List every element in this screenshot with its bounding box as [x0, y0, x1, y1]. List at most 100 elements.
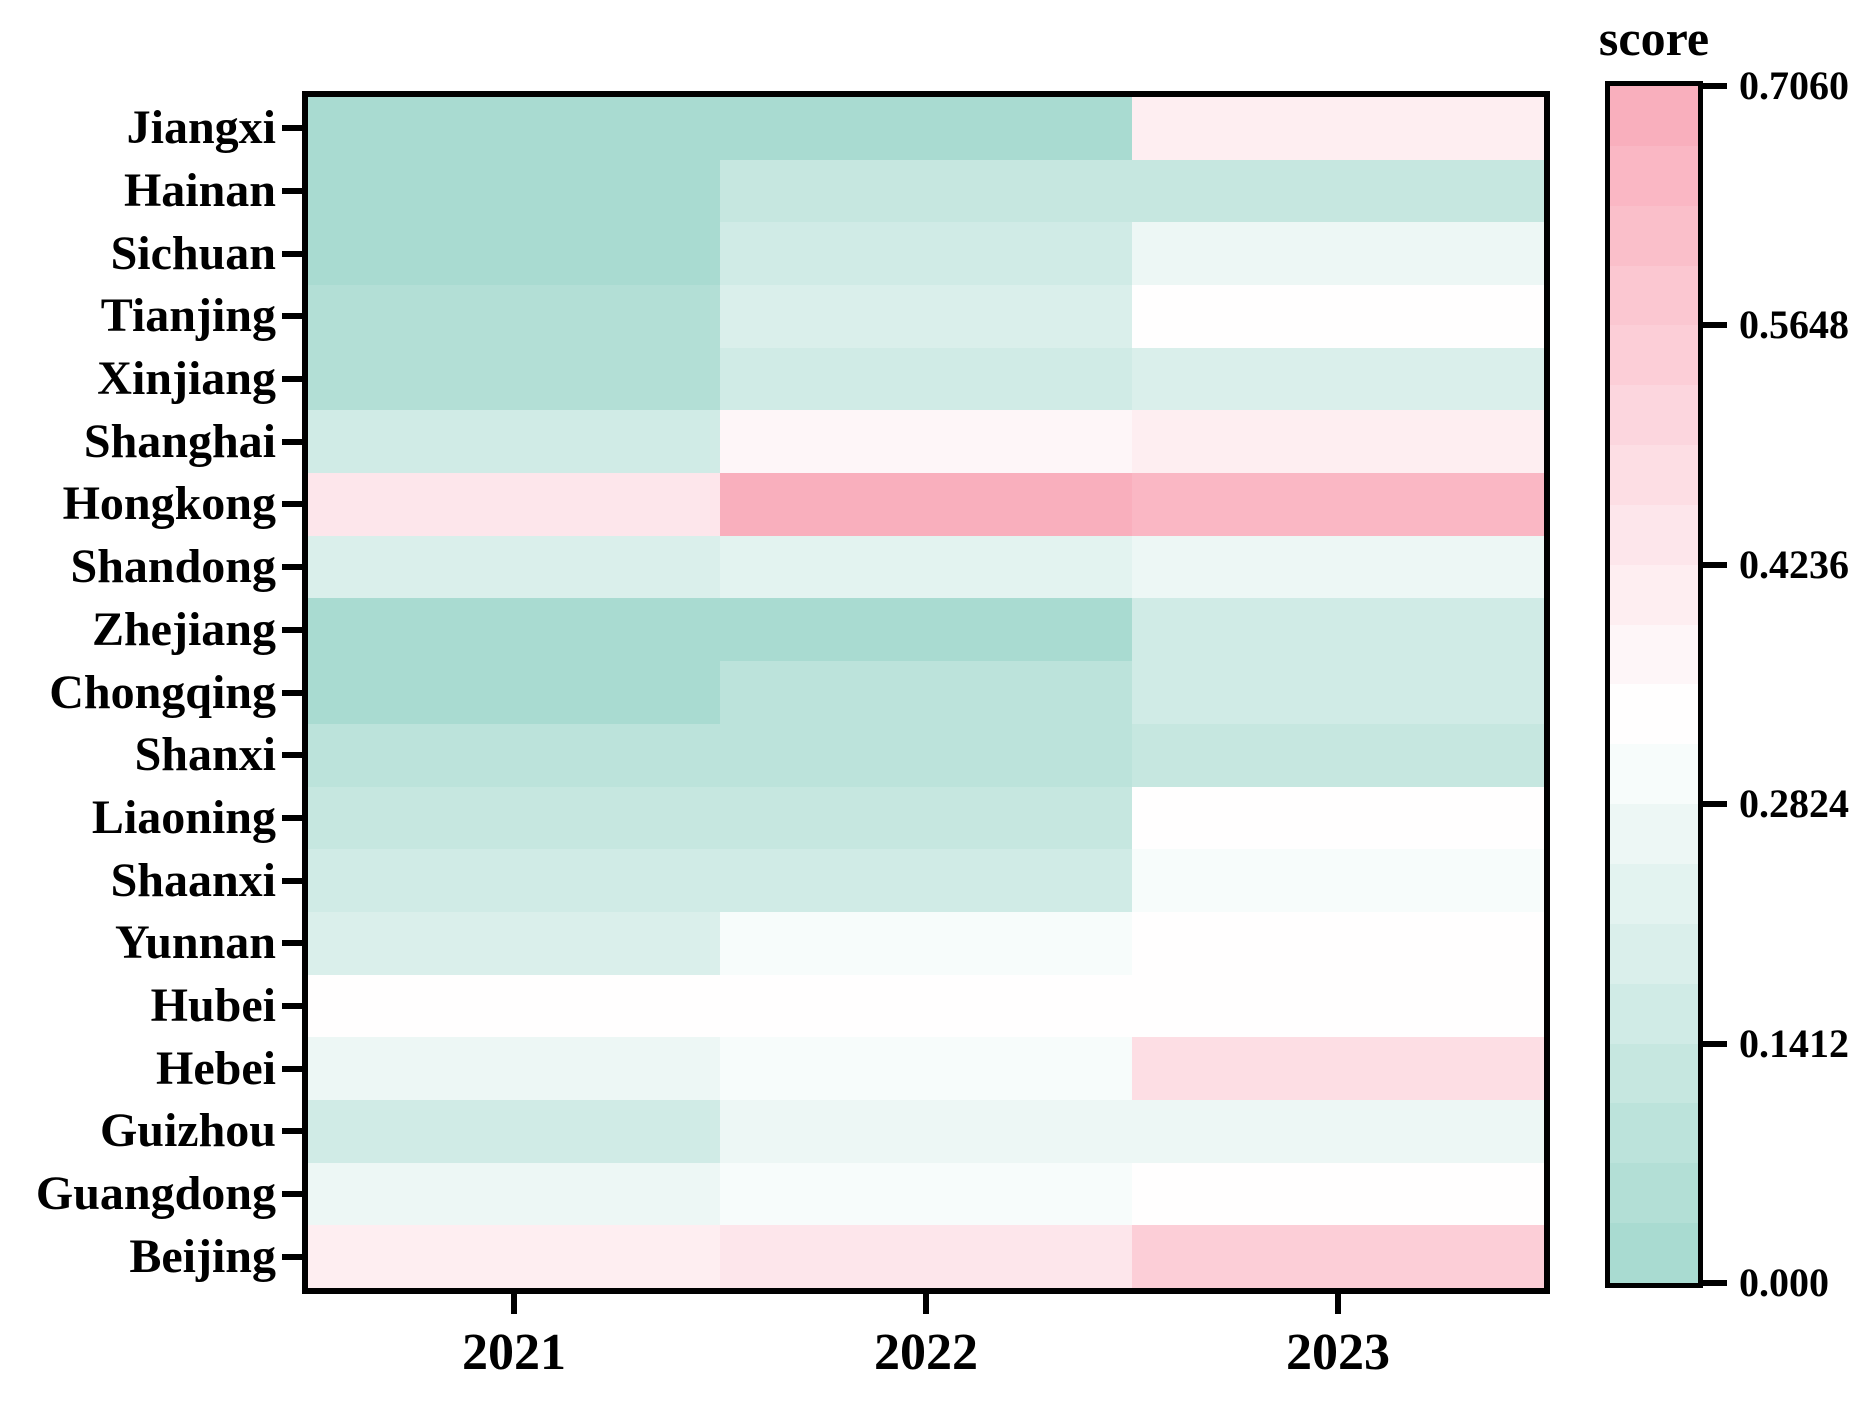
heatmap-cell — [1132, 473, 1544, 536]
heatmap-cell — [308, 473, 720, 536]
heatmap-cell — [308, 786, 720, 850]
heatmap-cell — [1132, 159, 1544, 223]
y-axis-label: Zhejiang — [91, 602, 276, 656]
y-axis-tick — [282, 689, 302, 696]
colorbar-segment — [1610, 863, 1698, 924]
y-axis-tick — [282, 940, 302, 947]
heatmap-cell — [720, 473, 1132, 536]
heatmap-cell — [720, 159, 1132, 223]
colorbar-tick-label: 0.7060 — [1739, 63, 1849, 108]
y-axis-label: Hebei — [156, 1041, 276, 1095]
y-axis-label: Chongqing — [49, 665, 276, 719]
heatmap-cell — [308, 974, 720, 1038]
colorbar-tick-label: 0.2824 — [1739, 781, 1849, 827]
colorbar-segment — [1610, 744, 1698, 805]
y-axis-tick — [282, 626, 302, 633]
colorbar-segment — [1610, 145, 1698, 206]
heatmap-cell — [720, 285, 1132, 348]
y-axis-tick — [282, 438, 302, 445]
colorbar-tick-label: 0.1412 — [1739, 1020, 1849, 1066]
heatmap-cell — [308, 1099, 720, 1163]
y-axis-label: Sichuan — [110, 226, 276, 280]
colorbar-segment — [1610, 504, 1698, 565]
colorbar-tick — [1703, 322, 1727, 329]
y-axis-tick — [282, 564, 302, 571]
colorbar-segment — [1610, 564, 1698, 625]
y-axis-label: Guangdong — [35, 1166, 276, 1220]
y-axis-tick — [282, 1065, 302, 1072]
colorbar-tick — [1703, 1280, 1727, 1286]
heatmap-cell — [720, 849, 1132, 912]
heatmap-cell — [1132, 1037, 1544, 1100]
heatmap-cell — [308, 849, 720, 912]
colorbar-segment — [1610, 325, 1698, 386]
heatmap-cell — [308, 911, 720, 975]
heatmap-cell — [720, 786, 1132, 850]
heatmap-cell — [308, 159, 720, 223]
y-axis-tick — [282, 814, 302, 821]
heatmap-cell — [1132, 1099, 1544, 1163]
y-axis-tick — [282, 376, 302, 383]
heatmap-cell — [308, 285, 720, 348]
heatmap-cell — [1132, 911, 1544, 975]
heatmap-cell — [720, 1225, 1132, 1288]
heatmap-cell — [720, 911, 1132, 975]
heatmap-cell — [1132, 723, 1544, 787]
y-axis-tick — [282, 752, 302, 759]
colorbar-segment — [1610, 804, 1698, 864]
heatmap-cell — [1132, 535, 1544, 599]
heatmap-cell — [1132, 598, 1544, 662]
colorbar-tick — [1703, 801, 1727, 808]
y-axis-tick — [282, 188, 302, 195]
x-axis-label: 2022 — [874, 1324, 978, 1381]
y-axis-tick — [282, 125, 302, 132]
heatmap-cell — [308, 410, 720, 474]
colorbar-segment — [1610, 983, 1698, 1044]
y-axis-label: Guizhou — [99, 1104, 276, 1158]
heatmap-cell — [720, 1099, 1132, 1163]
heatmap-cell — [720, 974, 1132, 1038]
y-axis-label: Yunnan — [114, 916, 276, 970]
heatmap-cell — [1132, 849, 1544, 912]
y-axis-tick — [282, 1190, 302, 1197]
x-axis-tick — [923, 1294, 929, 1314]
y-axis-tick — [282, 1128, 302, 1135]
heatmap-cell — [720, 535, 1132, 599]
heatmap-cell — [308, 222, 720, 286]
heatmap-cell — [720, 410, 1132, 474]
y-axis-tick — [282, 877, 302, 884]
y-axis-tick — [282, 501, 302, 508]
heatmap-cell — [308, 598, 720, 662]
colorbar-segment — [1610, 265, 1698, 326]
colorbar-segment — [1610, 624, 1698, 685]
y-axis-tick — [282, 313, 302, 320]
colorbar-segment — [1610, 205, 1698, 266]
y-axis-label: Xinjiang — [97, 352, 276, 406]
heatmap-cell — [720, 1162, 1132, 1226]
heatmap-cell — [720, 598, 1132, 662]
heatmap-cell — [308, 1162, 720, 1226]
colorbar-tick — [1703, 83, 1727, 89]
heatmap-cell — [308, 97, 720, 160]
y-axis-label: Hainan — [123, 164, 276, 218]
heatmap-cell — [308, 1037, 720, 1100]
heatmap-cell — [308, 347, 720, 411]
heatmap-cell — [720, 1037, 1132, 1100]
colorbar-segment — [1610, 385, 1698, 446]
heatmap-cell — [1132, 974, 1544, 1038]
y-axis-label: Tianjing — [100, 289, 276, 343]
y-axis-label: Jiangxi — [126, 101, 276, 155]
heatmap-cell — [1132, 1225, 1544, 1288]
heatmap-cell — [308, 535, 720, 599]
colorbar-tick — [1703, 561, 1727, 568]
heatmap-cell — [720, 661, 1132, 724]
colorbar-title: score — [1598, 10, 1710, 66]
colorbar-tick-label: 0.5648 — [1739, 302, 1849, 348]
colorbar-tick-label: 0.4236 — [1739, 541, 1849, 587]
colorbar-segment — [1610, 1103, 1698, 1164]
x-axis-tick — [1335, 1294, 1341, 1314]
heatmap-grid — [308, 97, 1544, 1288]
heatmap-cell — [1132, 222, 1544, 286]
colorbar-segment — [1610, 923, 1698, 984]
y-axis-tick — [282, 1002, 302, 1009]
